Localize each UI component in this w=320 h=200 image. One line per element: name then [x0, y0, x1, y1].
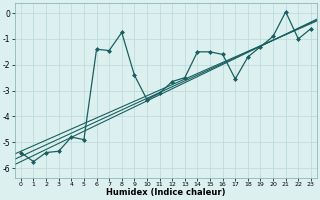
X-axis label: Humidex (Indice chaleur): Humidex (Indice chaleur) — [106, 188, 226, 197]
